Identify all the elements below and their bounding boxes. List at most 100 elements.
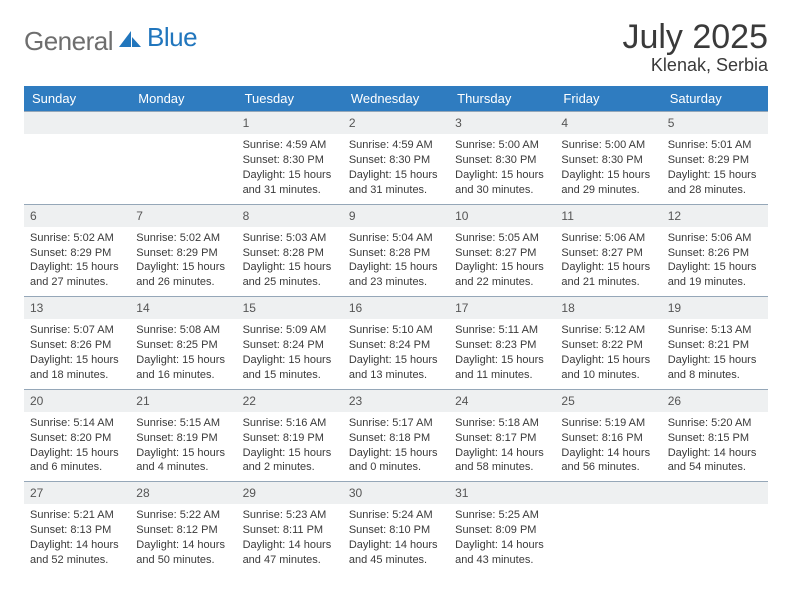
- daylight-text: Daylight: 15 hours: [30, 446, 124, 461]
- calendar-grid: Sunday Monday Tuesday Wednesday Thursday…: [24, 86, 768, 574]
- sunset-text: Sunset: 8:30 PM: [561, 153, 655, 168]
- sunset-text: Sunset: 8:21 PM: [668, 338, 762, 353]
- sunrise-text: Sunrise: 5:06 AM: [561, 231, 655, 246]
- month-title: July 2025: [622, 18, 768, 57]
- day-cell: 6Sunrise: 5:02 AMSunset: 8:29 PMDaylight…: [24, 204, 130, 297]
- sunrise-text: Sunrise: 4:59 AM: [349, 138, 443, 153]
- day-number: 3: [449, 112, 555, 134]
- day-number: 16: [343, 297, 449, 319]
- day-number: 7: [130, 205, 236, 227]
- sunrise-text: Sunrise: 5:06 AM: [668, 231, 762, 246]
- sunrise-text: Sunrise: 5:17 AM: [349, 416, 443, 431]
- dow-sunday: Sunday: [24, 86, 130, 112]
- daylight-text: and 50 minutes.: [136, 553, 230, 568]
- day-cell: 10Sunrise: 5:05 AMSunset: 8:27 PMDayligh…: [449, 204, 555, 297]
- daylight-text: Daylight: 14 hours: [455, 538, 549, 553]
- day-cell: 19 Sunrise: 5:13 AMSunset: 8:21 PMDayligh…: [662, 297, 768, 390]
- day-number: 17: [449, 297, 555, 319]
- day-number: 4: [555, 112, 661, 134]
- sunrise-text: Sunrise: 5:01 AM: [668, 138, 762, 153]
- day-cell: 21Sunrise: 5:15 AMSunset: 8:19 PMDayligh…: [130, 389, 236, 482]
- daylight-text: and 52 minutes.: [30, 553, 124, 568]
- daylight-text: and 0 minutes.: [349, 460, 443, 475]
- day-cell: 30Sunrise: 5:24 AMSunset: 8:10 PMDayligh…: [343, 482, 449, 574]
- day-cell: 31Sunrise: 5:25 AMSunset: 8:09 PMDayligh…: [449, 482, 555, 574]
- daylight-text: and 21 minutes.: [561, 275, 655, 290]
- day-cell: [24, 112, 130, 205]
- day-body: Sunrise: 5:19 AMSunset: 8:16 PMDaylight:…: [561, 416, 655, 475]
- sunset-text: Sunset: 8:20 PM: [30, 431, 124, 446]
- day-body: Sunrise: 4:59 AMSunset: 8:30 PMDaylight:…: [349, 138, 443, 197]
- day-body: Sunrise: 5:23 AMSunset: 8:11 PMDaylight:…: [243, 508, 337, 567]
- dow-monday: Monday: [130, 86, 236, 112]
- daylight-text: and 6 minutes.: [30, 460, 124, 475]
- day-cell: 18Sunrise: 5:12 AMSunset: 8:22 PMDayligh…: [555, 297, 661, 390]
- sunset-text: Sunset: 8:26 PM: [30, 338, 124, 353]
- daylight-text: and 16 minutes.: [136, 368, 230, 383]
- week-row: 6 Sunrise: 5:02 AM Sunset: 8:29 PM Daylight…: [24, 204, 768, 297]
- day-cell: 14Sunrise: 5:08 AMSunset: 8:25 PMDayligh…: [130, 297, 236, 390]
- sunrise-text: Sunrise: 5:02 AM: [30, 231, 124, 246]
- dow-saturday: Saturday: [662, 86, 768, 112]
- daylight-text: Daylight: 15 hours: [243, 446, 337, 461]
- sunset-text: Sunset: 8:16 PM: [561, 431, 655, 446]
- day-body: Sunrise: 5:18 AMSunset: 8:17 PMDaylight:…: [455, 416, 549, 475]
- daylight-text: Daylight: 15 hours: [455, 168, 549, 183]
- daylight-text: and 10 minutes.: [561, 368, 655, 383]
- sunset-text: Sunset: 8:22 PM: [561, 338, 655, 353]
- header: General Blue July 2025 Klenak, Serbia: [24, 18, 768, 76]
- day-cell: [662, 482, 768, 574]
- day-cell: 13Sunrise: 5:07 AMSunset: 8:26 PMDayligh…: [24, 297, 130, 390]
- daylight-text: and 56 minutes.: [561, 460, 655, 475]
- daylight-text: and 2 minutes.: [243, 460, 337, 475]
- sunrise-text: Sunrise: 5:00 AM: [561, 138, 655, 153]
- day-number: 10: [449, 205, 555, 227]
- sunset-text: Sunset: 8:30 PM: [243, 153, 337, 168]
- day-cell: [130, 112, 236, 205]
- calendar-page: General Blue July 2025 Klenak, Serbia Su…: [0, 0, 792, 612]
- daylight-text: Daylight: 15 hours: [668, 168, 762, 183]
- sunset-text: Sunset: 8:29 PM: [136, 246, 230, 261]
- sunrise-text: Sunrise: 5:03 AM: [243, 231, 337, 246]
- daylight-text: and 27 minutes.: [30, 275, 124, 290]
- day-cell: 25 Sunrise: 5:19 AMSunset: 8:16 PMDayligh…: [555, 389, 661, 482]
- daylight-text: and 30 minutes.: [455, 183, 549, 198]
- day-body: Sunrise: 5:20 AMSunset: 8:15 PMDaylight:…: [668, 416, 762, 475]
- day-number: 29: [237, 482, 343, 504]
- sunset-text: Sunset: 8:28 PM: [349, 246, 443, 261]
- day-number: 5: [662, 112, 768, 134]
- day-cell: 24Sunrise: 5:18 AMSunset: 8:17 PMDayligh…: [449, 389, 555, 482]
- day-body: Sunrise: 5:13 AMSunset: 8:21 PMDaylight:…: [668, 323, 762, 382]
- sunrise-text: Sunrise: 5:15 AM: [136, 416, 230, 431]
- day-number: 6: [24, 205, 130, 227]
- day-number: 28: [130, 482, 236, 504]
- sunset-text: Sunset: 8:26 PM: [668, 246, 762, 261]
- day-cell: 23Sunrise: 5:17 AMSunset: 8:18 PMDayligh…: [343, 389, 449, 482]
- sunrise-text: Sunrise: 5:14 AM: [30, 416, 124, 431]
- day-number: 21: [130, 390, 236, 412]
- day-number: 12: [662, 205, 768, 227]
- sunrise-text: Sunrise: 5:09 AM: [243, 323, 337, 338]
- day-cell: 1Sunrise: 4:59 AMSunset: 8:30 PMDaylight…: [237, 112, 343, 205]
- day-number: 20: [24, 390, 130, 412]
- location-subtitle: Klenak, Serbia: [622, 55, 768, 76]
- sunset-text: Sunset: 8:11 PM: [243, 523, 337, 538]
- sunrise-text: Sunrise: 5:18 AM: [455, 416, 549, 431]
- day-number: 19: [662, 297, 768, 319]
- day-cell: 27Sunrise: 5:21 AMSunset: 8:13 PMDayligh…: [24, 482, 130, 574]
- dow-friday: Friday: [555, 86, 661, 112]
- daylight-text: and 15 minutes.: [243, 368, 337, 383]
- day-body: Sunrise: 4:59 AMSunset: 8:30 PMDaylight:…: [243, 138, 337, 197]
- sunset-text: Sunset: 8:27 PM: [561, 246, 655, 261]
- sunset-text: Sunset: 8:24 PM: [349, 338, 443, 353]
- sunrise-text: Sunrise: 5:22 AM: [136, 508, 230, 523]
- brand-word-1: General: [24, 26, 113, 57]
- sunset-text: Sunset: 8:09 PM: [455, 523, 549, 538]
- day-cell: 7Sunrise: 5:02 AMSunset: 8:29 PMDaylight…: [130, 204, 236, 297]
- sunrise-text: Sunrise: 5:19 AM: [561, 416, 655, 431]
- day-body: Sunrise: 5:06 AMSunset: 8:26 PMDaylight:…: [668, 231, 762, 290]
- sunset-text: Sunset: 8:23 PM: [455, 338, 549, 353]
- daylight-text: Daylight: 15 hours: [30, 260, 124, 275]
- sunrise-text: Sunrise: 5:08 AM: [136, 323, 230, 338]
- day-number: 25: [555, 390, 661, 412]
